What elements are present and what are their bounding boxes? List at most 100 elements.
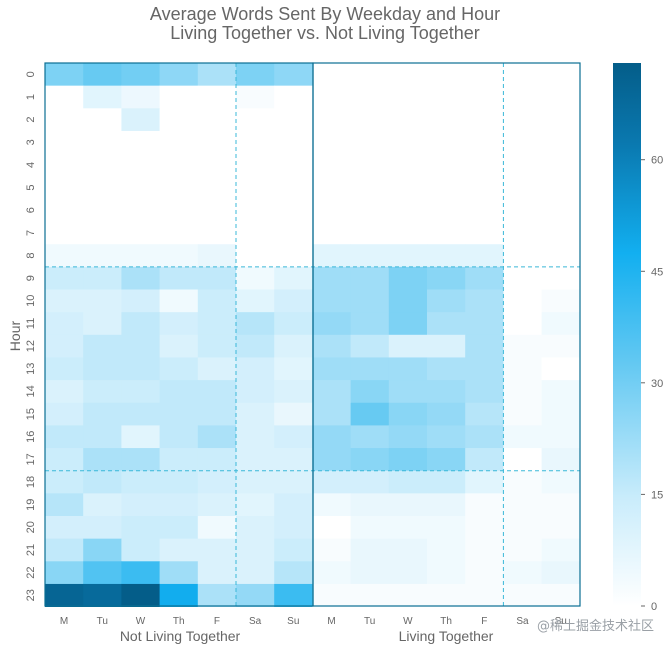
heatmap-cell (312, 583, 351, 607)
heatmap-cell (312, 221, 351, 245)
heatmap-cell (388, 470, 428, 494)
heatmap-cell (121, 402, 160, 426)
x-tick-label: F (481, 616, 487, 627)
heatmap-cell (45, 538, 84, 562)
heatmap-cell (427, 63, 466, 87)
heatmap-cell (83, 583, 122, 607)
heatmap-cell (541, 334, 581, 358)
heatmap-cell (121, 538, 160, 562)
heatmap-cell (350, 516, 390, 540)
heatmap-cell (350, 425, 390, 449)
heatmap-cell (236, 153, 275, 177)
heatmap-cell (388, 153, 428, 177)
heatmap-cell (197, 130, 237, 154)
heatmap-cell (274, 583, 313, 607)
heatmap-cell (121, 583, 160, 607)
heatmap-cell (388, 266, 428, 290)
colorbar-tick-label: 0 (651, 601, 657, 613)
heatmap-cell (350, 470, 390, 494)
heatmap-cell (350, 266, 390, 290)
heatmap-cell (503, 334, 542, 358)
heatmap-cell (274, 357, 313, 381)
heatmap-cell (197, 538, 237, 562)
heatmap-cell (541, 583, 581, 607)
y-tick-label: 11 (25, 318, 37, 329)
heatmap-cell (121, 130, 160, 154)
heatmap-cell (427, 380, 466, 404)
heatmap-cell (121, 470, 160, 494)
heatmap-cell (312, 244, 351, 268)
heatmap-cell (541, 108, 581, 132)
y-tick-label: 4 (25, 162, 37, 168)
heatmap-cell (83, 425, 122, 449)
heatmap-cell (465, 289, 504, 313)
heatmap-cell (312, 108, 351, 132)
heatmap-cell (312, 266, 351, 290)
heatmap-cell (236, 357, 275, 381)
heatmap-cell (159, 425, 199, 449)
x-tick-label: W (136, 616, 146, 627)
heatmap-cell (427, 357, 466, 381)
heatmap-cell (121, 493, 160, 517)
heatmap-cell (541, 380, 581, 404)
y-tick-label: 18 (25, 476, 37, 488)
heatmap-cell (121, 334, 160, 358)
heatmap-cell (312, 470, 351, 494)
heatmap-cell (350, 176, 390, 200)
y-tick-label: 0 (25, 71, 37, 77)
heatmap-cell (121, 289, 160, 313)
heatmap-cell (236, 108, 275, 132)
heatmap-cell (121, 380, 160, 404)
heatmap-cell (541, 470, 581, 494)
heatmap-cell (541, 561, 581, 585)
heatmap-cell (312, 334, 351, 358)
heatmap-cell (274, 108, 313, 132)
heatmap-cell (197, 425, 237, 449)
heatmap-cell (427, 289, 466, 313)
heatmap-cell (45, 583, 84, 607)
heatmap-cell (350, 538, 390, 562)
heatmap-cell (197, 85, 237, 109)
y-tick-label: 21 (25, 544, 37, 556)
heatmap-cell (274, 153, 313, 177)
heatmap-cell (159, 153, 199, 177)
heatmap-cell (541, 516, 581, 540)
heatmap-cell (312, 153, 351, 177)
heatmap-cell (83, 493, 122, 517)
heatmap-cell (45, 380, 84, 404)
heatmap-cell (197, 221, 237, 245)
heatmap-cell (388, 583, 428, 607)
heatmap-cell (427, 561, 466, 585)
heatmap-cell (388, 289, 428, 313)
heatmap-cell (388, 198, 428, 222)
y-tick-label: 2 (25, 117, 37, 123)
heatmap-cell (159, 583, 199, 607)
heatmap-cell (350, 153, 390, 177)
heatmap-cell (350, 108, 390, 132)
heatmap-cell (45, 448, 84, 472)
heatmap-cell (83, 153, 122, 177)
heatmap-cell (159, 470, 199, 494)
heatmap-cell (465, 85, 504, 109)
heatmap-cell (465, 561, 504, 585)
heatmap-cell (45, 266, 84, 290)
heatmap-cell (503, 516, 542, 540)
heatmap-cell (350, 221, 390, 245)
heatmap-cell (159, 244, 199, 268)
x-tick-labels: M Tu W Th F Sa Su M Tu W Th F Sa Su (60, 616, 567, 627)
heatmap-cell (427, 153, 466, 177)
heatmap-cell (274, 289, 313, 313)
heatmap-cell (83, 448, 122, 472)
heatmap-cell (388, 130, 428, 154)
heatmap-cell (274, 516, 313, 540)
heatmap-cell (121, 425, 160, 449)
heatmap-cell (274, 85, 313, 109)
heatmap-cell (274, 266, 313, 290)
x-tick-label: Th (173, 616, 185, 627)
heatmap-cell (312, 289, 351, 313)
heatmap-cell (159, 63, 199, 87)
x-tick-label: Tu (364, 616, 375, 627)
heatmap-cell (159, 312, 199, 336)
heatmap-cell (465, 402, 504, 426)
heatmap-cell (45, 516, 84, 540)
